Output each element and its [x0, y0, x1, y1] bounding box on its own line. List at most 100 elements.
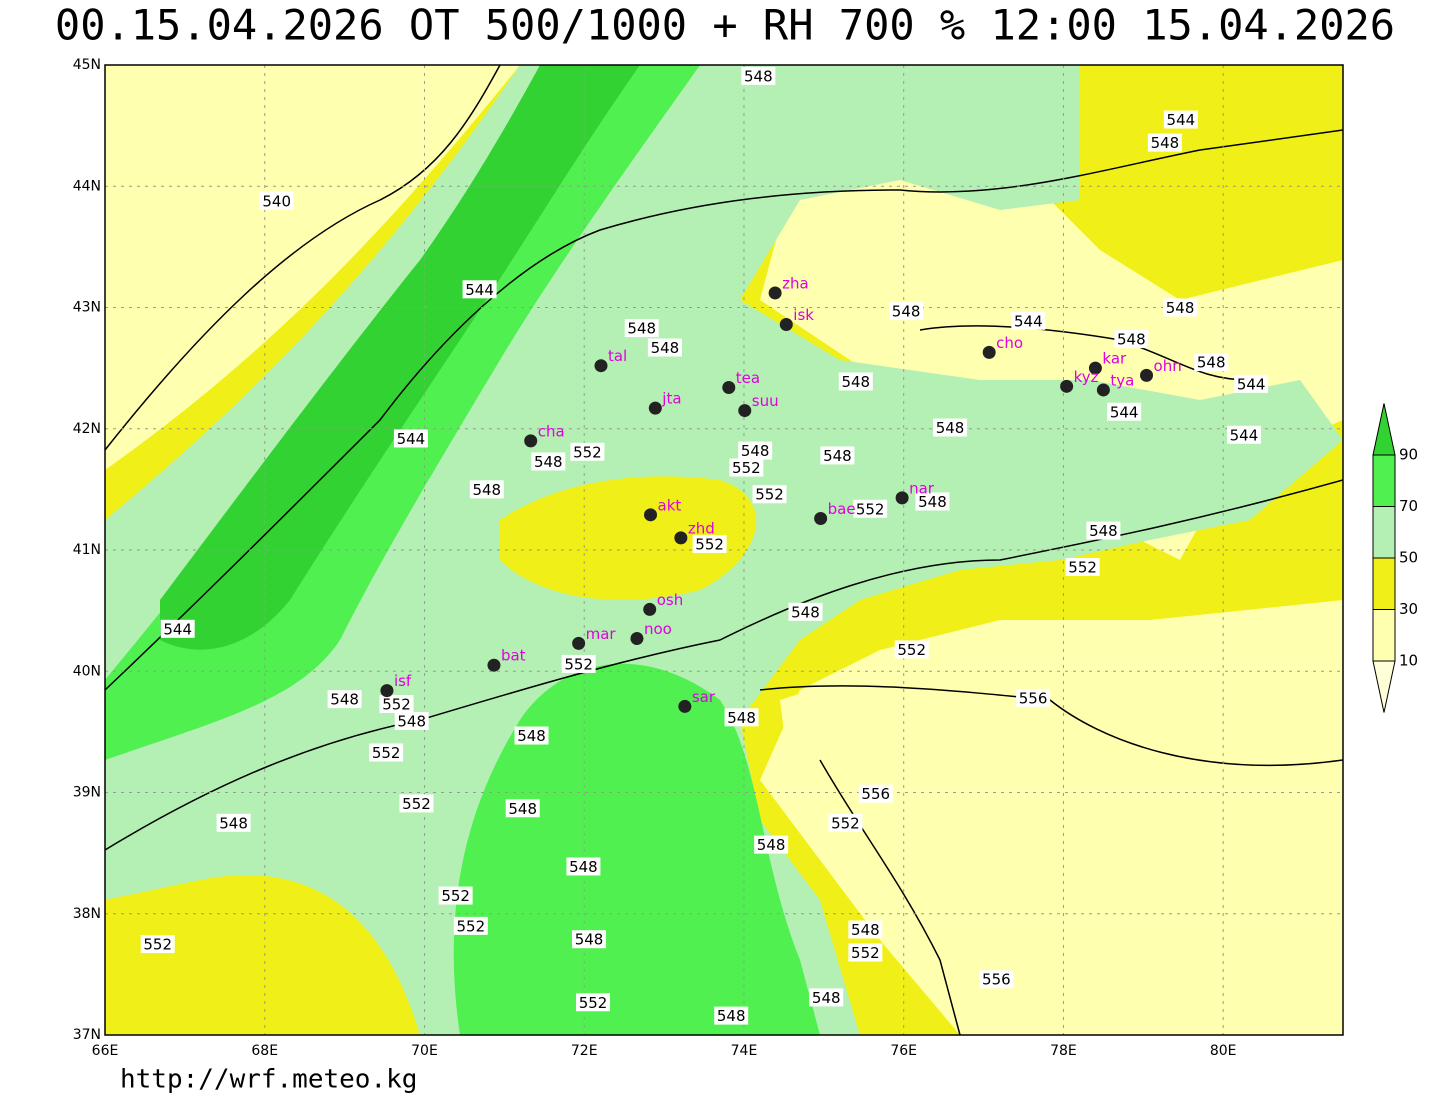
lon-tick-label: 68E [251, 1043, 278, 1059]
contour-label-bg [1226, 425, 1261, 444]
contour-label-bg [514, 726, 549, 745]
contour-label-bg [853, 499, 888, 518]
colorbar-label: 50 [1399, 549, 1418, 567]
map-frame [104, 64, 1344, 1036]
station-dot [594, 359, 608, 373]
contour-label-bg [216, 813, 251, 832]
contour-label-bg [566, 857, 601, 876]
contour-label: 552 [897, 641, 926, 659]
contour-label: 548 [508, 800, 537, 818]
contour-label-bg [828, 813, 863, 832]
contour-label: 548 [1089, 522, 1118, 540]
contour-label: 548 [575, 931, 604, 949]
contour-label: 552 [579, 994, 608, 1012]
contour-label-bg [140, 935, 175, 954]
contour-label-bg [160, 619, 195, 638]
contour-label: 552 [372, 744, 401, 762]
contour-label-bg [788, 602, 823, 621]
station-label: jta [661, 390, 681, 408]
colorbar-high [1372, 403, 1396, 456]
contour-label-bg [1011, 311, 1046, 330]
station-dot [678, 699, 692, 713]
contour-label-bg [1114, 330, 1149, 349]
colorbar: 10 30 50 70 90 [1372, 403, 1418, 713]
station-label: cha [538, 422, 565, 440]
contour-label: 548 [651, 339, 680, 357]
station-label: isk [793, 306, 814, 324]
contour-label-bg [729, 458, 764, 477]
contour-label: 548 [841, 373, 870, 391]
contour-label: 548 [1197, 354, 1226, 372]
contour-label: 548 [727, 709, 756, 727]
lon-tick-label: 72E [571, 1043, 598, 1059]
lat-tick-label: 43N [73, 300, 101, 316]
contour-label-bg [714, 1006, 749, 1025]
colorbar-low [1372, 660, 1396, 713]
title: 00.15.04.2026 OT 500/1000 + RH 700 % 12:… [55, 1, 1395, 50]
contour-label: 548 [823, 447, 852, 465]
contour-label-bg [754, 835, 789, 854]
contour-label-bg [738, 441, 773, 460]
station-dot [895, 491, 909, 505]
station-label: sar [692, 688, 716, 706]
contour-label-bg [572, 930, 607, 949]
contour-label: 544 [397, 430, 426, 448]
station-dot [722, 381, 736, 395]
station-label: tea [736, 369, 760, 387]
contour-label-bg [894, 640, 929, 659]
station-dot [1088, 361, 1102, 375]
lon-tick-label: 70E [411, 1043, 438, 1059]
contour-label-bg [393, 429, 428, 448]
contour-label-bg [379, 694, 414, 713]
colorbar-segment [1372, 609, 1396, 662]
station-label: akt [658, 496, 682, 514]
contour-label: 540 [262, 192, 291, 210]
contour-label-bg [369, 743, 404, 762]
contour-label: 552 [402, 795, 431, 813]
station-label: kar [1102, 350, 1127, 368]
contour-label: 552 [856, 500, 885, 518]
contour-label: 556 [1019, 689, 1048, 707]
station-label: zha [782, 274, 809, 292]
contour-label-bg [1163, 110, 1198, 129]
contour-line [819, 759, 961, 1035]
contour-label: 552 [456, 917, 485, 935]
field-10-30-tarim [780, 620, 1343, 1035]
contour-label-bg [838, 372, 873, 391]
contour-label: 548 [1166, 299, 1195, 317]
lon-tick-label: 80E [1210, 1043, 1237, 1059]
contour-label-bg [531, 452, 566, 471]
contour-label: 544 [163, 620, 192, 638]
contour-label: 548 [892, 303, 921, 321]
contour-label-bg [889, 302, 924, 321]
station-dot [768, 286, 782, 300]
contour-label: 548 [744, 67, 773, 85]
station-dot [1096, 383, 1110, 397]
contour-label-bg [1234, 374, 1269, 393]
lat-tick-label: 39N [73, 785, 101, 801]
contour-label-bg [394, 711, 429, 730]
colorbar-label: 70 [1399, 497, 1418, 515]
contour-label: 552 [732, 459, 761, 477]
contour-label-bg [576, 993, 611, 1012]
station-dot [643, 602, 657, 616]
contour-label-bg [848, 943, 883, 962]
station-label: cho [996, 334, 1023, 352]
contour-label: 552 [695, 535, 724, 553]
station-label: nar [909, 479, 935, 497]
contour-label: 552 [831, 814, 860, 832]
contour-label-bg [933, 418, 968, 437]
station-dot [380, 684, 394, 698]
station-dot [1140, 368, 1154, 382]
contour-label: 548 [569, 858, 598, 876]
field-90 [160, 65, 640, 650]
contour-label-bg [1107, 402, 1142, 421]
contour-label-bg [469, 480, 504, 499]
lat-tick-label: 41N [73, 542, 101, 558]
contour-label-bg [979, 970, 1014, 989]
contour-label: 556 [861, 785, 890, 803]
station-dot [630, 632, 644, 646]
contour-label: 548 [627, 320, 656, 338]
lat-tick-label: 42N [73, 421, 101, 437]
contour-label: 544 [465, 281, 494, 299]
